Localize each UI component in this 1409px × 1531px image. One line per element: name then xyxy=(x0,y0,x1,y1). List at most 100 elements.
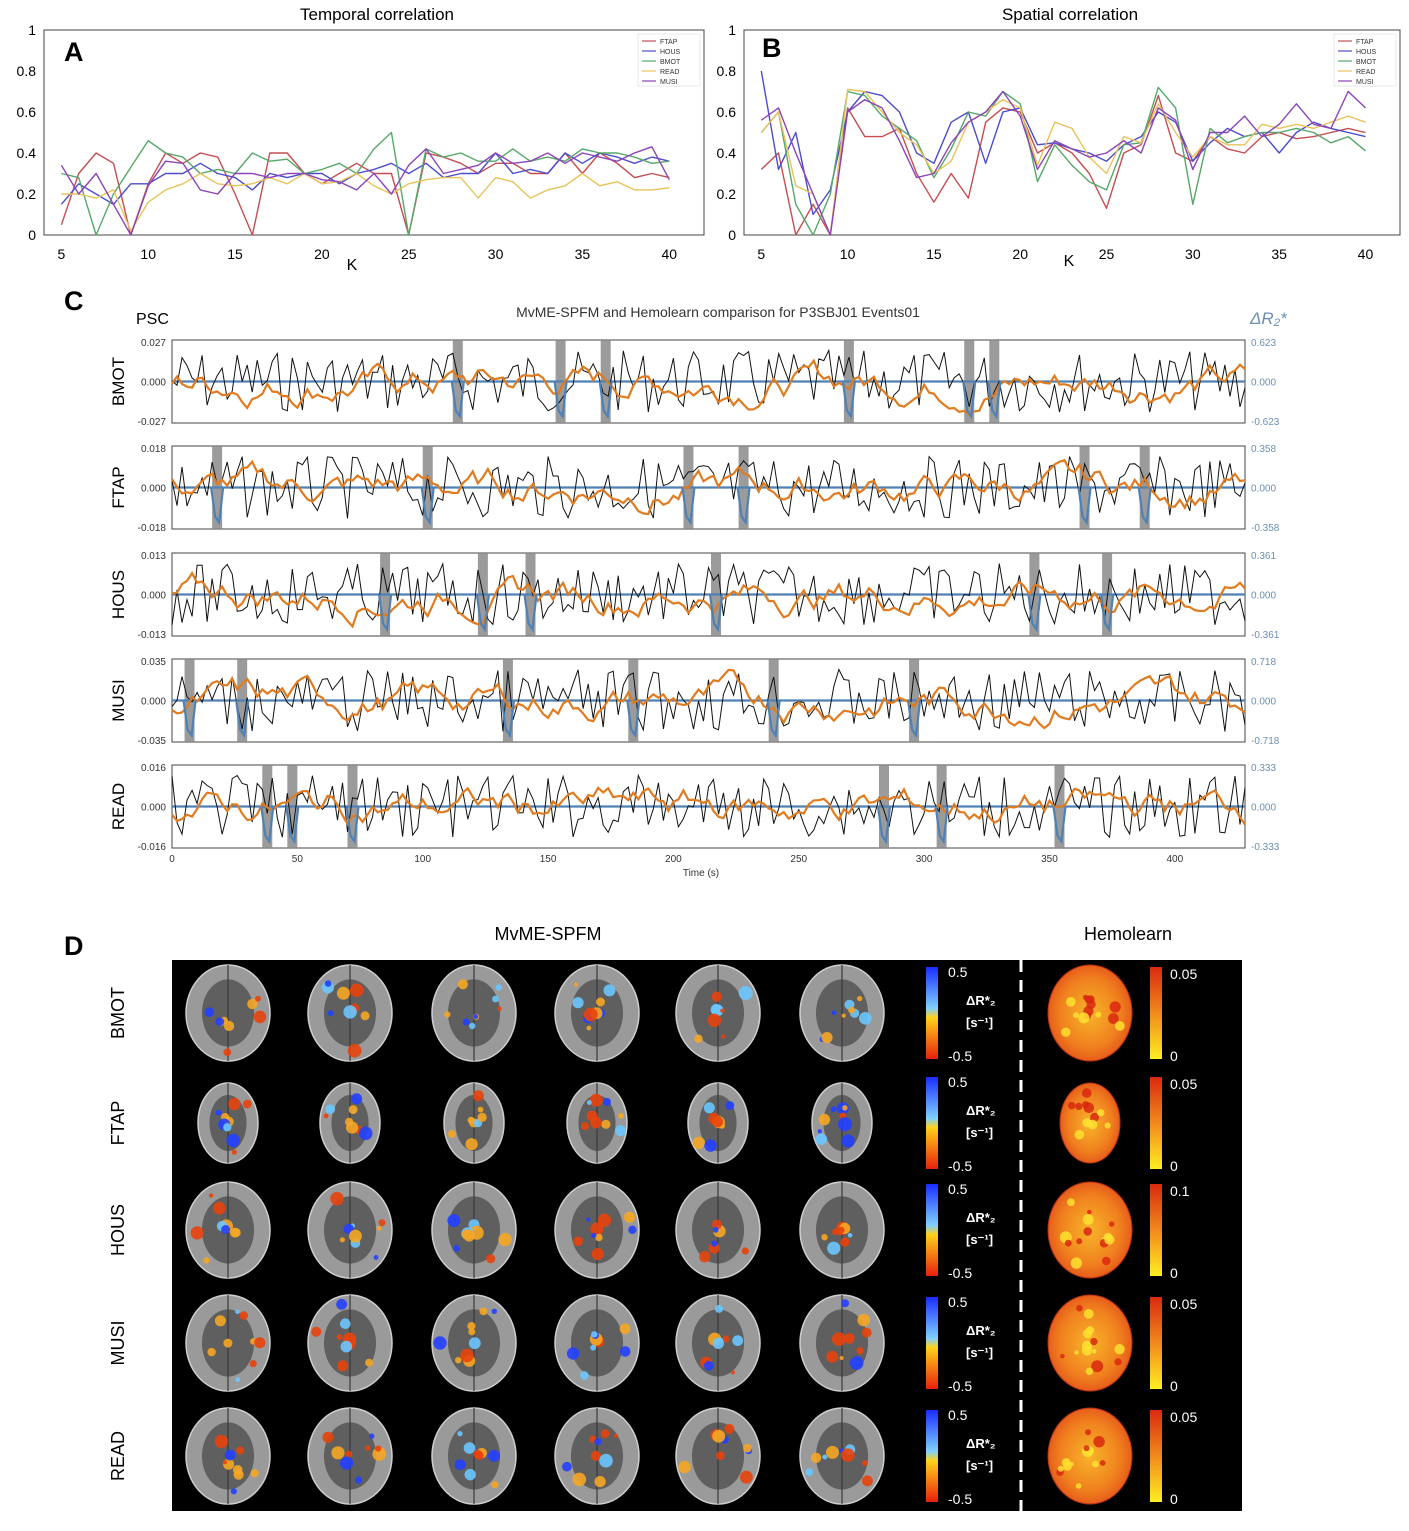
hemolearn-blob xyxy=(1102,1256,1111,1266)
brain-slice xyxy=(307,1181,393,1279)
hemolearn-blob xyxy=(1109,1221,1115,1227)
activation-blob xyxy=(590,1450,602,1461)
x-tick-label: 40 xyxy=(1358,246,1374,262)
hemolearn-blob xyxy=(1067,1198,1075,1207)
mvme-event-dip xyxy=(906,700,922,739)
activation-blob xyxy=(331,1446,345,1460)
activation-blob xyxy=(708,1242,720,1254)
brain-row-label: FTAP xyxy=(108,1101,128,1146)
activation-blob xyxy=(841,1299,850,1308)
brain-slice xyxy=(554,964,640,1062)
activation-blob xyxy=(841,1448,855,1462)
activation-blob xyxy=(724,1423,735,1434)
activation-blob xyxy=(694,1034,703,1044)
mvme-event-dip xyxy=(934,806,949,845)
activation-blob xyxy=(222,1460,228,1465)
hemolearn-blob xyxy=(1097,1109,1105,1117)
hemolearn-colorbar-max: 0.05 xyxy=(1170,1409,1197,1425)
activation-blob xyxy=(348,1229,362,1243)
panel-b-axes-frame xyxy=(743,29,1401,236)
brain-slice xyxy=(185,964,271,1062)
x-tick-label: 10 xyxy=(140,246,156,262)
activation-blob xyxy=(223,1123,232,1132)
psc-tick-label: -0.016 xyxy=(138,842,167,853)
x-tick-label: 5 xyxy=(57,246,65,262)
activation-blob xyxy=(590,1116,602,1129)
activation-blob xyxy=(472,1090,484,1102)
hemolearn-blob xyxy=(1085,1120,1093,1128)
activation-blob xyxy=(839,1356,844,1360)
hemolearn-blob xyxy=(1085,1429,1091,1436)
x-tick-label: 350 xyxy=(1041,854,1058,865)
activation-blob xyxy=(231,1227,241,1238)
activation-blob xyxy=(574,982,579,987)
hemolearn-blob xyxy=(1095,1011,1102,1018)
activation-blob xyxy=(703,1360,714,1371)
activation-blob xyxy=(444,1011,451,1018)
x-tick-label: 15 xyxy=(227,246,243,262)
brain-row-label: BMOT xyxy=(108,987,128,1039)
activation-blob xyxy=(613,1433,619,1438)
brain-slice xyxy=(307,1294,393,1392)
psc-tick-label: -0.018 xyxy=(138,523,167,534)
mvme-event-dip xyxy=(285,806,300,845)
hemolearn-colorbar-max: 0.05 xyxy=(1170,1296,1197,1312)
activation-blob xyxy=(730,1370,736,1375)
activation-blob xyxy=(239,1311,249,1320)
hemolearn-blob xyxy=(1076,1238,1083,1245)
dr2-colorbar xyxy=(926,1410,938,1502)
dr2-colorbar-unit: [s⁻¹] xyxy=(966,1232,993,1247)
hemolearn-blob xyxy=(1060,1353,1065,1359)
brain-slice xyxy=(675,1407,761,1505)
brain-row-label: HOUS xyxy=(108,1204,128,1256)
brain-slice xyxy=(799,1407,885,1505)
hemolearn-blob xyxy=(1074,1350,1079,1355)
activation-blob xyxy=(247,998,258,1010)
hemolearn-blob xyxy=(1090,1112,1100,1122)
mvme-event-dip xyxy=(475,594,490,633)
brain-row-bmot: BMOT 0.5 -0.5 ΔR*₂ [s⁻¹] 0.05 0 xyxy=(108,964,1197,1064)
activation-blob xyxy=(349,983,364,998)
activation-blob xyxy=(862,1460,868,1466)
activation-blob xyxy=(365,1358,374,1367)
dr2-colorbar-max: 0.5 xyxy=(948,1074,968,1090)
activation-blob xyxy=(469,1022,476,1030)
hemolearn-blob xyxy=(1064,1239,1072,1247)
dr2-colorbar-unit: [s⁻¹] xyxy=(966,1345,993,1360)
mvme-event-dip xyxy=(450,381,465,420)
hemolearn-colorbar-max: 0.05 xyxy=(1170,966,1197,982)
activation-blob xyxy=(369,1433,375,1439)
activation-blob xyxy=(572,997,584,1009)
activation-blob xyxy=(826,1445,839,1459)
hemolearn-colorbar-max: 0.1 xyxy=(1170,1183,1190,1199)
mvme-event-dip xyxy=(598,381,613,420)
x-tick-label: 150 xyxy=(540,854,557,865)
activation-blob xyxy=(703,1102,715,1114)
activation-blob xyxy=(497,1006,502,1011)
activation-blob xyxy=(590,1344,597,1351)
x-tick-label: 300 xyxy=(916,854,933,865)
mvme-event-dip xyxy=(708,594,724,633)
legend-label-bmot: BMOT xyxy=(660,59,681,66)
brain-slice xyxy=(811,1082,873,1164)
activation-blob xyxy=(463,1230,476,1242)
activation-blob xyxy=(376,1225,382,1231)
brain-row-label: READ xyxy=(108,1431,128,1481)
activation-blob xyxy=(207,1347,216,1357)
brain-slice xyxy=(431,1181,517,1279)
series-line-ftap xyxy=(60,152,670,236)
activation-blob xyxy=(601,1119,611,1129)
brain-slice xyxy=(443,1082,505,1164)
hemolearn-colorbar xyxy=(1150,1410,1162,1502)
y-tick-label: 0.4 xyxy=(17,145,37,161)
hemolearn-signal-line xyxy=(171,786,1246,826)
psc-tick-label: 0.000 xyxy=(141,378,166,389)
panel-d: D MvME-SPFM Hemolearn BMOT 0.5 -0.5 ΔR*₂ [s⁻… xyxy=(64,924,1242,1511)
x-tick-label: 400 xyxy=(1166,854,1183,865)
dr2-tick-label: -0.718 xyxy=(1251,736,1280,747)
mvme-event-dip xyxy=(1052,806,1067,845)
panel-d-title-mvme: MvME-SPFM xyxy=(495,924,602,944)
activation-blob xyxy=(827,1241,841,1255)
mvme-event-dip xyxy=(766,700,781,739)
dr2-colorbar-unit: [s⁻¹] xyxy=(966,1125,993,1140)
